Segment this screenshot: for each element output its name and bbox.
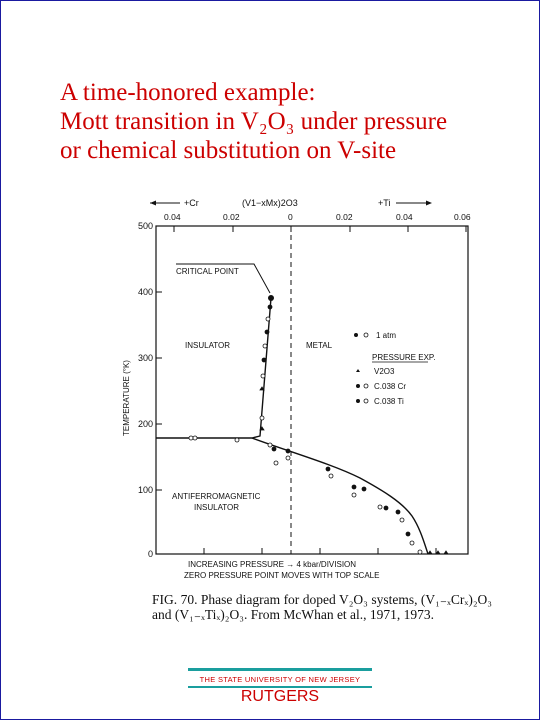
y-tick-label: 200 [138,419,153,429]
footer-rule-top [188,668,372,671]
footer-rule-mid [188,686,372,688]
slide-title: A time-honored example: Mott transition … [60,78,530,165]
legend: 1 atm PRESSURE EXP. V2O3 C.038 Cr C.038 … [354,331,435,406]
legend-header: PRESSURE EXP. [372,353,435,362]
y-tick-label: 300 [138,353,153,363]
bottom-label-zero-point: ZERO PRESSURE POINT MOVES WITH TOP SCALE [184,571,379,580]
top-tick-label: 0.02 [223,212,240,222]
university-name: THE STATE UNIVERSITY OF NEW JERSEY [199,675,361,684]
top-composition-axis: +Cr (V1−xMx)2O3 +Ti 0.04 0.02 0 0.02 0.0… [150,198,471,222]
composition-label: (V1−xMx)2O3 [242,198,298,208]
critical-point-leader [176,263,271,294]
rutgers-wordmark: RUTGERS [240,688,320,705]
title-line-3: or chemical substitution on V-site [60,137,397,164]
top-tick-label: 0.06 [454,212,471,222]
top-tick-label: 0.04 [164,212,181,222]
plot-frame [155,225,469,555]
legend-item: C.038 Ti [374,397,404,406]
legend-item: C.038 Cr [374,382,406,391]
phase-diagram-svg: +Cr (V1−xMx)2O3 +Ti 0.04 0.02 0 0.02 0.0… [122,198,471,580]
top-tick-label: 0.04 [396,212,413,222]
top-tick-label: 0 [288,212,293,222]
rutgers-footer: THE STATE UNIVERSITY OF NEW JERSEY RUTGE… [188,668,372,708]
y-axis-label: TEMPERATURE (°K) [122,360,131,436]
top-tick-label: 0.02 [336,212,353,222]
metal-label: METAL [306,341,333,350]
data-points [188,304,449,555]
y-tick-label: 400 [138,287,153,297]
legend-atm: 1 atm [376,331,396,340]
bottom-label-pressure: INCREASING PRESSURE → 4 kbar/DIVISION [188,560,356,569]
phase-boundaries [156,263,429,555]
mit-boundary-line [156,297,272,439]
figure-caption: FIG. 70. Phase diagram for doped V₂O₃ sy… [152,592,492,622]
title-line-1: A time-honored example: [60,79,316,106]
insulator-label: INSULATOR [185,341,230,350]
title-line-2: Mott transition in V₂O₃ under pressure [60,108,448,135]
phase-diagram-figure: +Cr (V1−xMx)2O3 +Ti 0.04 0.02 0 0.02 0.0… [110,190,510,650]
cr-label: +Cr [184,198,199,208]
afm-label-line1: ANTIFERROMAGNETIC [172,492,261,501]
y-tick-label: 100 [138,485,153,495]
ti-label: +Ti [378,198,390,208]
y-tick-label: 500 [138,221,153,231]
legend-item: V2O3 [374,367,395,376]
y-axis: 500 400 300 200 100 0 TEMPERATURE (°K) [122,221,153,559]
critical-point-dot [268,295,274,301]
y-tick-label: 0 [148,549,153,559]
critical-point-label: CRITICAL POINT [176,267,239,276]
afm-label-line2: INSULATOR [194,503,239,512]
afm-boundary-curve [251,437,429,555]
